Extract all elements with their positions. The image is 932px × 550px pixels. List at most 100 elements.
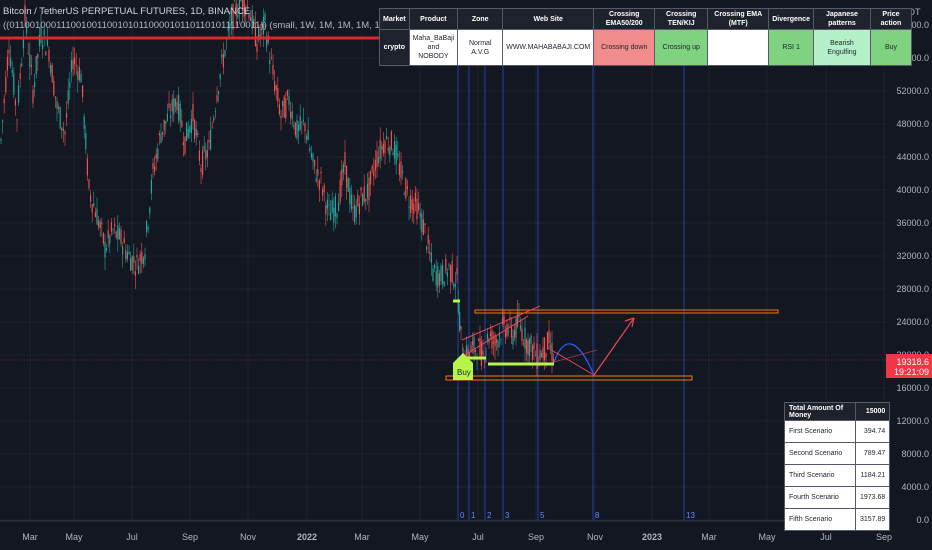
scenario-value: 1973.68 <box>854 486 891 509</box>
candle-body <box>533 342 535 350</box>
candle-body <box>460 326 462 330</box>
price-tick-label: 32000.0 <box>896 251 929 261</box>
price-axis: 60000.0 56000.0 52000.0 48000.0 44000.0 40000… <box>896 20 929 525</box>
fib-time-label: 5 <box>540 511 545 520</box>
col-ema50-200: Crossing EMA50/200 <box>593 8 656 30</box>
candle-body <box>540 353 543 358</box>
candle-body <box>83 116 85 130</box>
col-market: Market <box>379 8 410 30</box>
candle-body <box>530 335 532 344</box>
candle-body <box>551 342 553 361</box>
candle-body <box>253 18 255 25</box>
money-header-label: Total Amount Of Money <box>784 402 856 421</box>
candle-body <box>27 52 29 54</box>
col-japanese: Japanese patterns <box>812 8 871 30</box>
candle-body <box>314 159 316 166</box>
candle-body <box>221 54 223 58</box>
candle-body <box>350 194 352 209</box>
candle-body <box>66 113 68 118</box>
candle-body <box>133 256 135 263</box>
candle-body <box>21 63 23 66</box>
candle-body <box>389 147 391 156</box>
candle-body <box>371 165 373 171</box>
candle-body <box>126 252 128 260</box>
candle-body <box>210 129 212 150</box>
price-tick-label: 52000.0 <box>896 86 929 96</box>
candle-body <box>349 187 351 204</box>
candle-body <box>203 145 205 150</box>
chart-grid <box>0 24 886 521</box>
candle-body <box>465 345 468 366</box>
candle-body <box>229 23 231 28</box>
buy-label-shape <box>453 353 473 380</box>
candle-body <box>198 150 200 161</box>
candle-body <box>322 189 324 196</box>
candle-body <box>19 73 21 79</box>
time-tick-label: Sep <box>182 532 198 542</box>
candle-body <box>227 26 229 31</box>
candle-body <box>476 359 478 360</box>
candle-body <box>176 102 178 111</box>
candle-body <box>59 107 61 129</box>
candle-body <box>480 341 483 367</box>
candle-body <box>414 192 416 202</box>
symbol-title[interactable]: Bitcoin / TetherUS PERPETUAL FUTURES, 1D… <box>3 6 251 17</box>
candle-body <box>400 161 402 179</box>
candle-body <box>131 256 133 270</box>
projection-short-line <box>553 349 598 363</box>
candle-body <box>146 221 148 233</box>
time-tick-label: May <box>65 532 83 542</box>
candle-body <box>13 73 15 95</box>
candle-body <box>256 43 258 52</box>
candle-body <box>486 333 489 342</box>
candle-body <box>206 150 208 158</box>
candle-body <box>101 222 103 225</box>
candle-body <box>294 122 296 136</box>
candle-body <box>390 131 392 150</box>
price-tick-label: 56000.0 <box>896 53 929 63</box>
candle-body <box>106 248 108 251</box>
candle-body <box>477 339 480 341</box>
candle-body <box>501 318 504 324</box>
candle-body <box>405 178 407 199</box>
candle-body <box>435 271 437 286</box>
candle-body <box>440 265 442 282</box>
candle-body <box>427 234 429 244</box>
channel-bottom-line <box>459 315 529 359</box>
candle-body <box>522 343 525 345</box>
price-tick-label: 28000.0 <box>896 284 929 294</box>
candle-body <box>14 99 16 106</box>
japanese-cell: Bearish Engulfing <box>812 29 871 66</box>
chart-drawings: Buy <box>0 36 886 381</box>
candle-body <box>11 69 13 74</box>
divergence-cell: RSI 1 <box>768 29 814 66</box>
candle-body <box>174 99 176 107</box>
indicator-label[interactable]: ((01100100011100100110010101100001011011… <box>3 20 466 31</box>
candle-body <box>134 271 136 276</box>
candle-body <box>355 206 357 218</box>
ema-mtf-cell <box>707 29 770 66</box>
candle-body <box>202 150 204 176</box>
candle-body <box>473 336 475 353</box>
candle-body <box>470 345 472 353</box>
candle-body <box>282 101 284 107</box>
money-table-header: Total Amount Of Money 15000 <box>784 402 891 421</box>
candle-body <box>320 171 322 174</box>
candle-body <box>144 254 146 260</box>
col-divergence: Divergence <box>768 8 814 30</box>
candle-body <box>370 170 372 185</box>
candle-body <box>546 332 549 350</box>
candle-body <box>482 350 484 355</box>
money-row: Fifth Scenario 3157.89 <box>784 508 891 531</box>
candle-body <box>421 213 423 233</box>
candle-body <box>158 133 160 136</box>
candle-body <box>234 0 236 2</box>
candle-body <box>58 106 60 109</box>
candle-body <box>173 98 175 115</box>
candle-body <box>96 208 98 225</box>
candle-body <box>16 119 18 121</box>
candle-body <box>398 163 400 176</box>
candle-body <box>35 55 37 75</box>
